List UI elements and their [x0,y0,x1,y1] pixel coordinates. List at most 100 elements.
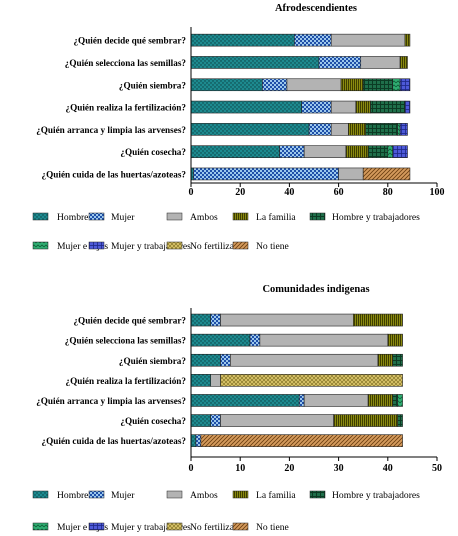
legend-swatch [88,241,105,250]
bar-segment-ambos [210,374,221,387]
bar-segment-ambos [286,78,342,92]
legend-label: Hombre [57,212,88,223]
legend-swatch [309,212,326,221]
legend-swatch [232,241,249,250]
legend-label: Hombre y trabajadores [332,212,420,223]
legend-swatch [88,212,105,221]
legend-label: La familia [256,212,296,223]
category-label: ¿Quién selecciona las semillas? [65,58,187,68]
bar-segment-hombre-y-trabajadores [397,414,403,427]
bar-segment-hombre-y-trabajadores [362,78,394,92]
legend-swatch [309,490,326,499]
category-label: ¿Quién arranca y limpia las arvenses? [36,125,186,135]
bar-segment-la-familia [404,33,411,47]
category-label: ¿Quién realiza la fertilización? [65,376,186,386]
legend-item-mujer: Mujer [88,212,135,223]
x-tick-label: 40 [383,463,393,474]
bar-segment-ambos [259,333,389,347]
legend-swatch [166,241,183,250]
legend-item-hombre: Hombre [32,490,88,501]
bar-segment-ambos [330,100,357,114]
bar-segment-la-familia [345,145,369,158]
x-tick-label: 60 [334,187,344,198]
bar-segment-mujer [262,78,288,92]
bar-segment-hombre-y-trabajadores [392,353,403,367]
legend-label: Hombre y trabajadores [332,490,420,501]
bar-segment-mujer [220,353,231,367]
bar-segment-ambos [220,313,354,327]
category-label: ¿Quién decide qué sembrar? [73,36,186,46]
legend-item-no-fertiliza: No fertiliza [166,522,235,533]
legend-item-mujer-e-hijos: Mujer e hijos [32,241,108,252]
legend-label: Mujer [111,490,135,501]
bar-segment-mujer [249,333,261,347]
legend-item-mujer-e-hijos: Mujer e hijos [32,522,108,533]
legend-label: Ambos [190,490,218,501]
bar-segment-ambos [303,145,347,158]
legend-label: Mujer y trabajadores [111,241,191,252]
legend-label: No fertiliza [190,241,235,252]
category-label: ¿Quién arranca y limpia las arvenses? [36,396,186,406]
bar-segment-hombre [190,333,251,347]
bar-segment-mujer [195,434,202,447]
chart-title: Comunidades indigenas [262,284,369,295]
x-tick-label: 80 [383,187,393,198]
legend-item-mujer-y-trabajadores: Mujer y trabajadores [88,522,191,533]
bar-segment-mujer-y-trabajadores [392,145,408,158]
legend-swatch [32,490,49,499]
bar-segment-la-familia [355,100,371,114]
bar-segment-mujer [210,414,221,427]
legend-swatch [88,522,105,531]
legend-item-la-familia: La familia [232,212,296,223]
bar-segment-mujer [294,33,332,47]
bar-segment-no-fertiliza [220,374,403,387]
bar-segment-ambos [220,414,334,427]
bar-segment-ambos [338,167,364,181]
x-tick-label: 30 [334,463,344,474]
legend-swatch [166,490,183,499]
legend-label: Mujer [111,212,135,223]
bar-segment-hombre [190,100,302,114]
category-label: ¿Quién siembra? [119,356,187,366]
category-label: ¿Quién cuida de las huertas/azoteas? [42,169,187,179]
category-label: ¿Quién decide qué sembrar? [73,316,186,326]
legend-item-ambos: Ambos [166,212,218,223]
legend-item-mujer-y-trabajadores: Mujer y trabajadores [88,241,191,252]
bar-segment-hombre [190,78,263,92]
bar-segment-la-familia [340,78,364,92]
legend-item-no-tiene: No tiene [232,522,289,533]
bar-segment-hombre [190,123,310,136]
category-label: ¿Quién cuida de las huertas/azoteas? [42,436,187,446]
category-label: ¿Quién cosecha? [120,147,186,157]
chart-title: Afrodescendientes [275,3,357,14]
bar-segment-hombre [190,374,211,387]
bar-segment-hombre-y-trabajadores [370,100,406,114]
bar-segment-mujer [210,313,221,327]
legend-swatch [232,490,249,499]
legend-swatch [32,522,49,531]
x-tick-label: 20 [235,187,245,198]
bar-segment-hombre-y-trabajadores [365,123,398,136]
bar-segment-ambos [330,33,406,47]
bar-segment-mujer [279,145,305,158]
bar-segment-mujer-y-trabajadores [404,100,411,114]
legend-label: Mujer e hijos [57,241,108,252]
legend-label: La familia [256,490,296,501]
legend-item-hombre-y-trabajadores: Hombre y trabajadores [309,490,420,501]
bar-segment-hombre [190,394,300,407]
bar-segment-ambos [303,394,369,407]
bar-segment-hombre [190,434,197,447]
legend-label: Ambos [190,212,218,223]
bar-segment-mujer-e-hijos [392,78,401,92]
legend-label: No fertiliza [190,522,235,533]
x-tick-label: 0 [189,187,194,198]
bar-segment-ambos [330,123,349,136]
bar-segment-no-tiene [362,167,411,181]
legend-item-la-familia: La familia [232,490,296,501]
x-tick-label: 10 [235,463,245,474]
legend-item-hombre-y-trabajadores: Hombre y trabajadores [309,212,420,223]
category-label: ¿Quién siembra? [119,80,187,90]
bar-segment-ambos [230,353,379,367]
bar-segment-la-familia [377,353,394,367]
bar-segment-hombre [190,145,280,158]
